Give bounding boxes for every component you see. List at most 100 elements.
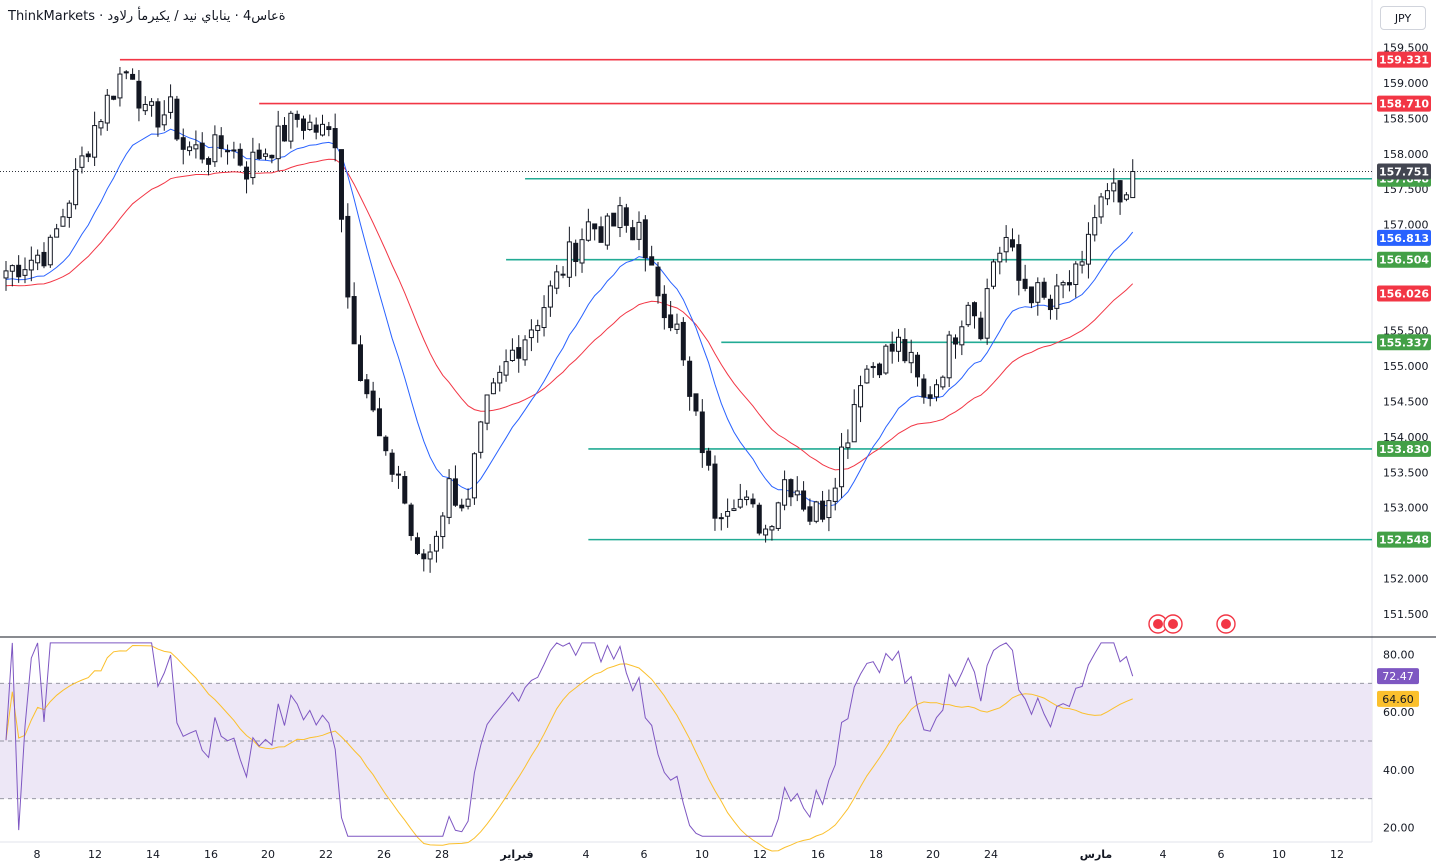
candle (1079, 261, 1085, 266)
candle (699, 411, 705, 454)
candle (592, 223, 598, 230)
candle (661, 293, 667, 319)
candle (788, 479, 794, 498)
candle (623, 207, 629, 226)
candle (187, 146, 193, 152)
level-price-label: 153.830 (1379, 443, 1429, 456)
candle (547, 285, 553, 308)
candle (915, 354, 921, 378)
candle (579, 239, 585, 264)
time-tick-label: 20 (261, 848, 275, 861)
candle (427, 551, 433, 560)
currency-button[interactable]: JPY (1380, 6, 1426, 30)
candle (528, 329, 534, 339)
candle (193, 144, 199, 150)
time-tick-label: 12 (1330, 848, 1344, 861)
candle (687, 360, 693, 397)
candle (9, 265, 15, 272)
candle (231, 149, 237, 152)
rsi-tick-label: 20.00 (1383, 822, 1415, 835)
price-tick-label: 151.500 (1383, 608, 1429, 621)
candle (706, 450, 712, 466)
candle (357, 344, 363, 382)
candle (990, 261, 996, 287)
candle (47, 236, 53, 266)
candle (598, 226, 604, 243)
candle (959, 326, 965, 346)
candle (180, 137, 186, 150)
candle (1104, 190, 1110, 200)
candle (155, 101, 161, 128)
candle (946, 334, 952, 379)
time-tick-label: 16 (204, 848, 218, 861)
candle (566, 241, 572, 278)
ema-slow-price-label: 156.026 (1379, 288, 1429, 301)
candle (123, 71, 129, 74)
candle (22, 269, 28, 276)
candle (680, 321, 686, 361)
time-tick-label: 20 (926, 848, 940, 861)
candle (92, 125, 98, 158)
rsi-band (0, 683, 1372, 799)
candle (275, 125, 281, 160)
candle (813, 501, 819, 522)
level-price-label-box (1377, 531, 1431, 548)
candle (731, 508, 737, 511)
ema-slow-line (5, 158, 1134, 471)
candle (921, 378, 927, 398)
candle (28, 259, 34, 271)
economic-event-icon-dot (1153, 619, 1163, 629)
time-tick-label: 12 (753, 848, 767, 861)
candle (288, 112, 294, 142)
candle (1028, 286, 1034, 304)
time-tick-label: 10 (1272, 848, 1286, 861)
candle (503, 361, 509, 376)
candle (883, 345, 889, 374)
candle (877, 363, 883, 376)
candle (16, 264, 22, 278)
candle (206, 158, 212, 165)
candle (35, 254, 41, 264)
candle (1092, 217, 1098, 236)
ema-fast-price-label-box (1377, 229, 1431, 246)
candle (889, 343, 895, 352)
candle (820, 500, 826, 520)
candle (98, 121, 104, 129)
candle (858, 385, 864, 408)
candle (79, 155, 85, 168)
candle (320, 123, 325, 136)
candle (997, 252, 1003, 263)
level-price-label-box (1377, 440, 1431, 457)
candle (630, 227, 636, 241)
ema-fast-price-label: 156.813 (1379, 232, 1429, 245)
price-tick-label: 159.500 (1383, 42, 1429, 55)
candle (750, 498, 756, 505)
time-tick-label: 8 (34, 848, 41, 861)
rsi-line (5, 642, 1134, 837)
candle (161, 114, 167, 126)
candle (1047, 298, 1053, 311)
candle (896, 336, 902, 352)
current-price-label-box (1377, 163, 1431, 180)
candle (282, 124, 288, 142)
candle (263, 153, 269, 157)
rsi-value-label-box (1377, 668, 1419, 685)
price-tick-label: 154.000 (1383, 431, 1429, 444)
candle (395, 473, 401, 476)
rsi-ma-value-label-box (1377, 690, 1419, 707)
candle (376, 408, 382, 437)
candle (1022, 278, 1028, 289)
candle (421, 553, 427, 560)
candle (60, 216, 66, 227)
candle (326, 126, 332, 131)
price-tick-label: 155.000 (1383, 360, 1429, 373)
candle (769, 526, 775, 531)
current-price-label: 157.751 (1379, 165, 1429, 178)
price-tick-label: 159.000 (1383, 77, 1429, 90)
candle (237, 148, 243, 166)
candle (940, 376, 946, 388)
candle (414, 537, 420, 554)
level-price-label: 155.337 (1379, 336, 1429, 349)
time-tick-label: 28 (435, 848, 449, 861)
